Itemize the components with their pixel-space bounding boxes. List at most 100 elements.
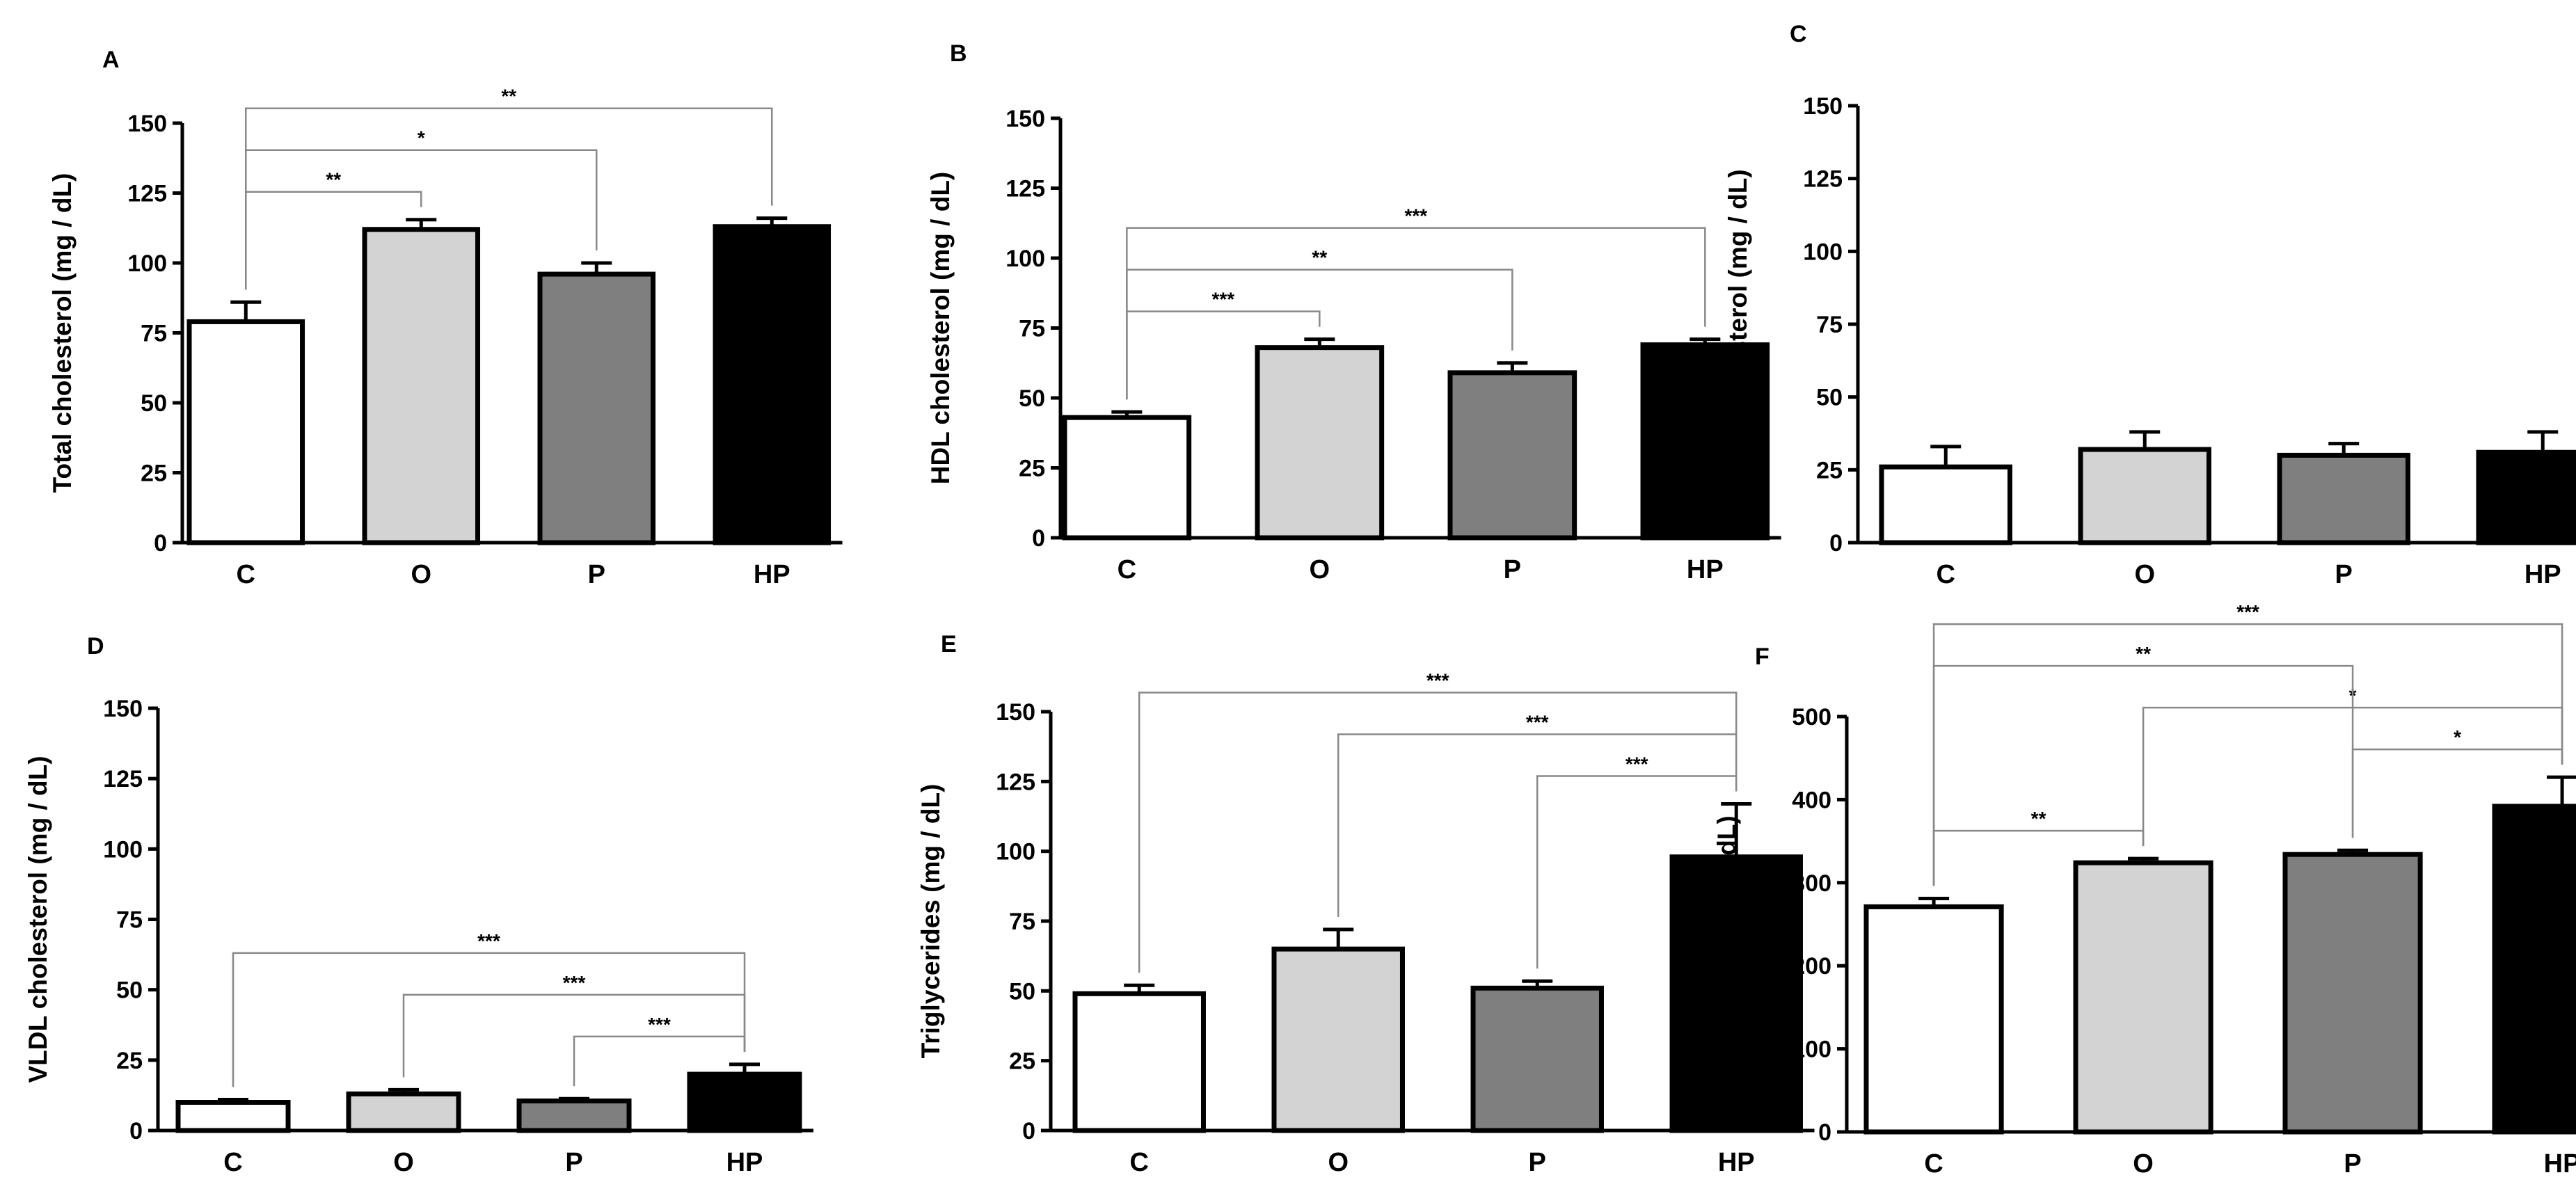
- y-tick-label: 150: [127, 111, 167, 137]
- y-tick-label: 100: [103, 836, 143, 863]
- y-tick-label: 25: [1816, 457, 1843, 484]
- significance-label: ***: [648, 1014, 671, 1035]
- y-tick-label: 300: [1792, 870, 1831, 897]
- y-tick-label: 50: [1019, 385, 1045, 412]
- y-tick-label: 100: [1792, 1037, 1831, 1063]
- significance-label: ***: [477, 930, 500, 952]
- x-category-label: C: [223, 1148, 242, 1177]
- y-tick-label: 75: [141, 321, 167, 347]
- x-category-label: P: [565, 1148, 582, 1177]
- significance-bracket: [245, 107, 773, 290]
- x-category-label: HP: [2525, 560, 2561, 589]
- y-tick-label: 50: [1816, 385, 1843, 411]
- y-tick-label: 50: [141, 390, 167, 417]
- y-axis-title: LDL cholesterol (mg / dL): [1724, 169, 1752, 479]
- y-tick-label: 0: [154, 530, 167, 557]
- x-category-label: C: [1118, 555, 1136, 584]
- x-category-label: P: [1529, 1148, 1546, 1177]
- x-category-label: O: [1328, 1148, 1349, 1177]
- y-tick-label: 0: [129, 1118, 143, 1144]
- bar-hp: [2476, 449, 2576, 545]
- significance-label: ***: [1211, 289, 1234, 310]
- bar-c: [175, 1100, 291, 1133]
- panel-letter: C: [1790, 21, 1807, 47]
- bar-o: [346, 1091, 461, 1133]
- x-category-label: C: [1924, 1149, 1943, 1179]
- y-tick-label: 200: [1792, 953, 1831, 980]
- y-tick-label: 100: [127, 250, 167, 277]
- y-tick-label: 50: [1009, 978, 1035, 1005]
- y-tick-label: 400: [1792, 787, 1831, 813]
- bar-hp: [1640, 342, 1770, 541]
- significance-bracket: [1138, 692, 1738, 973]
- bar-o: [1255, 345, 1385, 541]
- y-tick-label: 100: [996, 839, 1035, 865]
- y-tick-label: 0: [1829, 530, 1843, 557]
- bar-p: [1470, 985, 1604, 1133]
- bar-hp: [2492, 804, 2576, 1135]
- y-tick-label: 25: [1009, 1048, 1035, 1075]
- y-tick-label: 500: [1792, 704, 1831, 730]
- y-tick-label: 75: [1816, 312, 1843, 338]
- panel-a: A 0 25 50 75 100 125 150 Total cholesterol (mg /…: [48, 47, 843, 589]
- y-tick-label: 25: [141, 461, 167, 487]
- bar-o: [362, 227, 481, 545]
- significance-label: **: [2031, 808, 2046, 829]
- x-category-label: C: [1937, 560, 1955, 589]
- panel-letter: D: [87, 633, 104, 660]
- panel-letter: B: [950, 40, 967, 67]
- significance-label: **: [2136, 643, 2151, 664]
- x-category-label: O: [2133, 1149, 2154, 1179]
- y-tick-label: 100: [1005, 246, 1045, 272]
- y-tick-label: 50: [116, 977, 143, 1004]
- y-tick-label: 125: [996, 769, 1035, 795]
- panel-letter: A: [102, 47, 120, 73]
- y-axis-title: Glucose (mg / dL): [1712, 815, 1741, 1032]
- bar-c: [1879, 464, 2012, 545]
- significance-bracket: [1932, 623, 2563, 886]
- bar-p: [537, 271, 656, 545]
- significance-label: *: [2454, 726, 2461, 748]
- y-axis-title: VLDL cholesterol (mg / dL): [24, 756, 52, 1083]
- y-axis-title: Triglycerides (mg / dL): [916, 784, 945, 1059]
- x-category-label: C: [237, 560, 255, 589]
- y-tick-label: 100: [1803, 239, 1843, 265]
- panel-e: E 0 25 50 75 100 125 150 Triglycerides (mg / dL)…: [916, 631, 1815, 1177]
- y-tick-label: 125: [1803, 166, 1843, 193]
- x-category-label: O: [393, 1148, 414, 1177]
- panel-c: C 0 25 50 75 100 125 150 LDL cholesterol (mg / d…: [1724, 21, 2576, 589]
- bar-o: [1271, 946, 1405, 1133]
- x-category-label: HP: [2544, 1149, 2576, 1179]
- x-category-label: HP: [754, 560, 790, 589]
- x-category-label: HP: [1687, 555, 1724, 584]
- y-axis-title: HDL cholesterol (mg / dL): [926, 172, 955, 485]
- panel-letter: F: [1755, 644, 1770, 670]
- x-category-label: HP: [726, 1148, 763, 1177]
- x-category-label: O: [411, 560, 431, 589]
- y-tick-label: 125: [127, 181, 167, 207]
- significance-label: *: [418, 127, 425, 149]
- y-axis-title: Total cholesterol (mg / dL): [48, 173, 77, 493]
- significance-bracket: [232, 952, 746, 1087]
- bar-c: [1072, 991, 1206, 1133]
- bar-o: [2073, 860, 2213, 1135]
- bar-hp: [1669, 854, 1803, 1133]
- panel-f: F 0 100 200 300 400 500 Glucose (mg / dL) C O P HP *…: [1712, 601, 2576, 1179]
- y-tick-label: 25: [1019, 456, 1045, 482]
- significance-label: ***: [1625, 753, 1648, 774]
- panel-d: D 0 25 50 75 100 125 150 VLDL cholesterol (mg / …: [24, 633, 814, 1177]
- significance-label: **: [501, 86, 516, 107]
- significance-label: **: [1312, 247, 1327, 269]
- y-tick-label: 0: [1818, 1119, 1831, 1146]
- y-tick-label: 125: [103, 766, 143, 792]
- bar-c: [186, 319, 305, 545]
- significance-label: ***: [2236, 601, 2259, 623]
- bar-p: [2277, 452, 2410, 545]
- x-category-label: HP: [1718, 1148, 1755, 1177]
- x-category-label: P: [2335, 560, 2353, 589]
- y-tick-label: 0: [1032, 525, 1045, 552]
- x-category-label: C: [1130, 1148, 1149, 1177]
- x-category-label: O: [2134, 560, 2155, 589]
- bar-hp: [687, 1071, 802, 1133]
